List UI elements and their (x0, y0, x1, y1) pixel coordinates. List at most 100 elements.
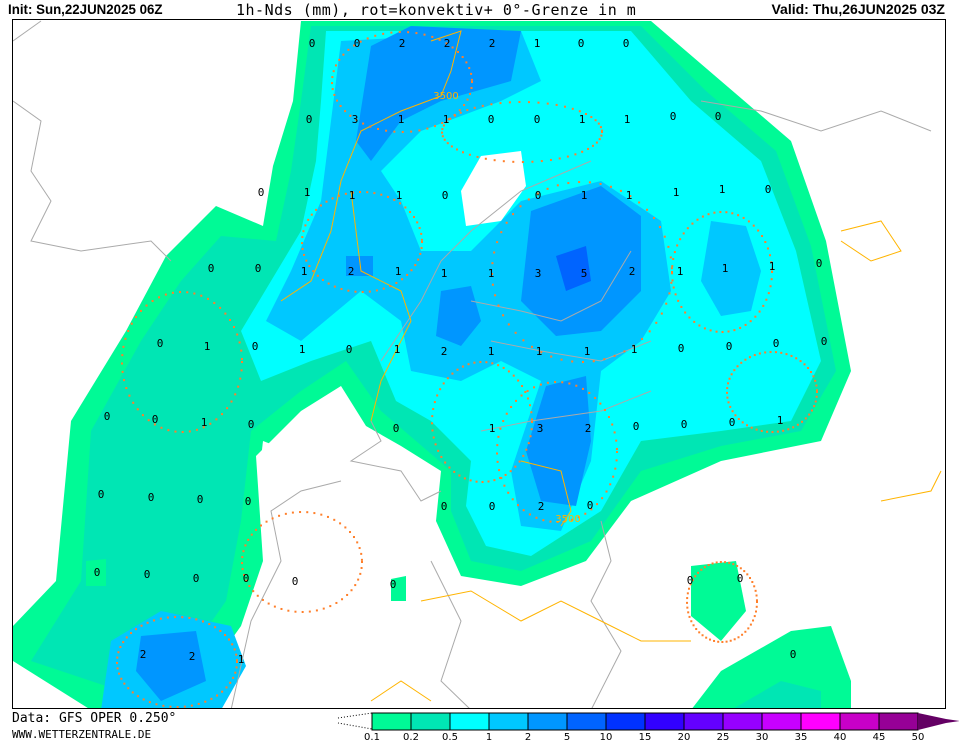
convective-dot (213, 301, 216, 304)
convective-dot (329, 605, 332, 608)
convective-dot (609, 483, 612, 486)
convective-dot (453, 470, 456, 473)
convective-dot (592, 360, 595, 363)
grid-value-label: 1 (488, 267, 495, 280)
convective-dot (596, 503, 599, 506)
legend-tick-label: 0.5 (442, 732, 458, 741)
convective-dot (752, 619, 755, 622)
convective-dot (570, 518, 573, 521)
legend-swatch (371, 712, 412, 731)
convective-dot (333, 285, 336, 288)
grid-value-label: 1 (201, 416, 208, 429)
convective-dot (426, 127, 429, 130)
convective-dot (183, 705, 186, 708)
convective-dot (747, 627, 750, 630)
convective-dot (414, 264, 417, 267)
convective-dots (116, 31, 818, 708)
convective-dot (816, 391, 818, 393)
convective-dot (333, 518, 336, 521)
convective-dot (116, 661, 119, 664)
convective-dot (749, 623, 752, 626)
convective-dot (366, 37, 369, 40)
convective-dot (122, 345, 125, 348)
convective-dot (386, 195, 389, 198)
convective-dot (770, 268, 773, 271)
convective-dot (369, 125, 372, 128)
convective-dot (705, 636, 708, 639)
convective-dot (454, 114, 457, 117)
convective-dot (174, 616, 177, 619)
grid-value-label: 1 (719, 183, 726, 196)
convective-dot (691, 579, 694, 582)
convective-dot (556, 184, 559, 187)
convective-dot (527, 198, 530, 201)
convective-dot (141, 414, 144, 417)
convective-dot (674, 293, 677, 296)
convective-dot (442, 382, 445, 385)
convective-dot (169, 705, 172, 708)
convective-dot (193, 292, 196, 295)
convective-dot (385, 129, 388, 132)
convective-dot (571, 360, 574, 363)
convective-dot (393, 130, 396, 133)
grid-value-label: 2 (444, 37, 451, 50)
convective-dot (726, 387, 729, 390)
convective-dot (673, 251, 676, 254)
convective-dot (338, 194, 341, 197)
convective-dot (522, 339, 525, 342)
freezing-level-label: 3500 (433, 91, 458, 102)
convective-dot (598, 138, 601, 141)
convective-dot (153, 423, 156, 426)
grid-value-label: 0 (255, 262, 262, 275)
convective-dot (771, 430, 774, 433)
convective-dot (406, 273, 409, 276)
convective-dot (380, 193, 383, 196)
legend-swatch (683, 712, 724, 731)
convective-dot (240, 369, 243, 372)
map-svg: 0 0 2 2 2 1 0 0 0 3 1 1 0 0 1 1 0 0 0 1 1 1 0 0 1 1 1 1 0 0 0 1 2 1 1 1 3 5 2 1… (13, 20, 942, 708)
convective-dot (717, 640, 720, 643)
legend-swatch (800, 712, 841, 731)
convective-dot (123, 682, 126, 685)
convective-dot (520, 394, 523, 397)
grid-value-label: 0 (157, 337, 164, 350)
convective-dot (747, 220, 750, 223)
convective-dot (540, 351, 543, 354)
legend-tick-label: 40 (834, 732, 847, 741)
precip-5-area (556, 246, 591, 291)
convective-dot (136, 695, 139, 698)
convective-dot (395, 281, 398, 284)
convective-dot (810, 409, 813, 412)
convective-dot (450, 145, 453, 148)
grid-value-label: 1 (394, 343, 401, 356)
convective-dot (225, 686, 228, 689)
convective-dot (668, 292, 671, 295)
convective-dot (585, 113, 588, 116)
convective-dot (568, 382, 571, 385)
convective-dot (500, 231, 503, 234)
convective-dot (726, 391, 729, 394)
convective-dot (357, 578, 360, 581)
convective-dot (526, 397, 529, 400)
grid-value-label: 0 (488, 113, 495, 126)
convective-dot (745, 424, 748, 427)
convective-dot (230, 400, 233, 403)
convective-dot (265, 520, 268, 523)
legend-tick-label: 20 (678, 732, 691, 741)
convective-dot (404, 206, 407, 209)
convective-dot (447, 118, 450, 121)
convective-dot (587, 147, 590, 150)
convective-dot (200, 294, 203, 297)
convective-dot (441, 135, 444, 138)
convective-dot (730, 373, 733, 376)
convective-dot (308, 610, 311, 613)
convective-dot (737, 418, 740, 421)
precip-hole-west (259, 441, 276, 481)
grid-value-label: 0 (104, 410, 111, 423)
convective-dot (359, 572, 362, 575)
convective-dot (734, 414, 737, 417)
convective-dot (125, 636, 128, 639)
convective-dot (581, 360, 584, 363)
convective-dot (231, 643, 234, 646)
convective-dot (358, 547, 361, 550)
